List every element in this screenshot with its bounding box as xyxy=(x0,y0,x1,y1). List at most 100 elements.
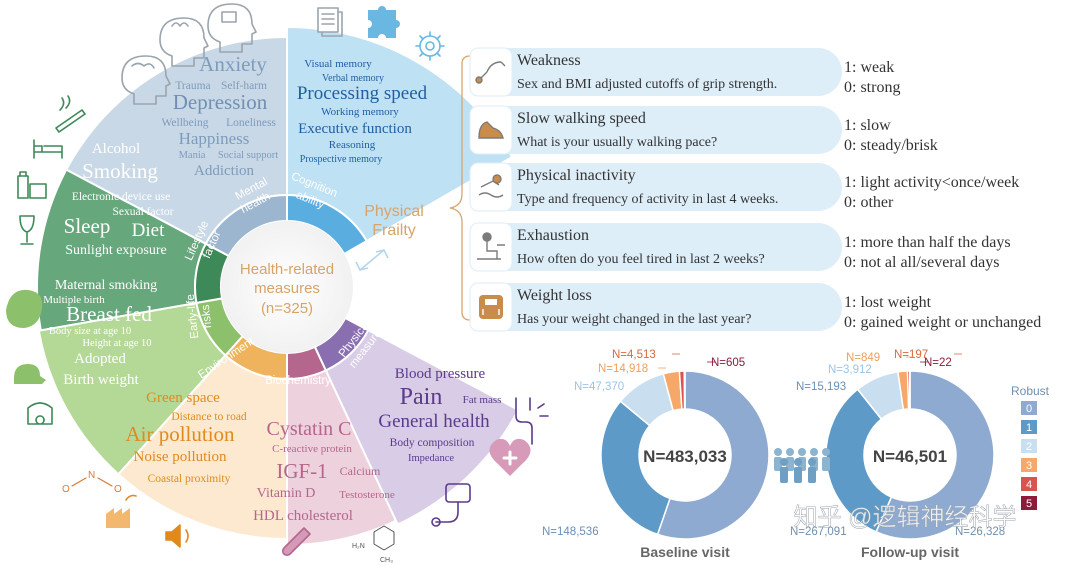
legend-label: 3 xyxy=(1026,460,1032,472)
item-sunlight-exposure: Sunlight exposure xyxy=(65,243,167,258)
item-general-health: General health xyxy=(378,411,490,432)
criterion-question: Sex and BMI adjusted cutoffs of grip str… xyxy=(517,77,777,92)
legend-swatch xyxy=(1021,401,1037,415)
criterion-pill xyxy=(470,283,842,331)
item-mania: Mania xyxy=(179,150,206,161)
category-biochemistry: Biochemistry xyxy=(265,375,331,387)
frailty-label-line2: Frailty xyxy=(372,222,416,239)
baby-icon xyxy=(6,289,43,328)
item-wellbeing: Wellbeing xyxy=(162,117,209,129)
donut-title: Baseline visit xyxy=(640,544,730,560)
criterion-icon-box xyxy=(469,47,513,97)
watermark: 知乎 @逻辑神经科学 xyxy=(793,504,1016,531)
legend-swatch xyxy=(1021,496,1037,510)
item-igf-1: IGF-1 xyxy=(276,459,327,483)
center-count: (n=325) xyxy=(261,300,313,317)
item-vitamin-d: Vitamin D xyxy=(257,486,316,501)
item-height-age-10: Height at age 10 xyxy=(82,338,151,349)
item-sleep: Sleep xyxy=(64,214,111,238)
speaker-icon xyxy=(165,524,189,548)
legend-label: 5 xyxy=(1026,498,1032,510)
criterion-pill xyxy=(470,163,842,211)
criterion-pill xyxy=(470,48,842,96)
legend-title: Robust xyxy=(1011,384,1050,398)
documents-icon xyxy=(317,7,343,37)
item-smoking: Smoking xyxy=(82,159,158,183)
creatinine-structure-icon: H₂N CH₃ xyxy=(352,525,395,564)
donut-slice-label: N=605 xyxy=(711,357,745,369)
criterion-row: Physical inactivity Type and frequency of… xyxy=(469,162,1019,212)
criterion-icon-box xyxy=(469,222,513,272)
food-icon xyxy=(17,171,47,199)
legend-swatch xyxy=(1021,420,1037,434)
item-distance-to-road: Distance to road xyxy=(171,411,247,423)
criterion-title: Physical inactivity xyxy=(517,167,636,184)
criterion-pill xyxy=(470,106,842,154)
item-alcohol: Alcohol xyxy=(92,141,140,157)
criterion-question: What is your usually walking pace? xyxy=(517,135,717,150)
criterion-code-1: 1: light activity<once/week xyxy=(844,174,1019,191)
item-noise-pollution: Noise pollution xyxy=(134,449,227,465)
item-loneliness: Loneliness xyxy=(226,117,276,129)
item-c-reactive-protein: C-reactive protein xyxy=(272,443,352,455)
item-breast-fed: Breast fed xyxy=(66,302,152,326)
donut-slice-label: N=197 xyxy=(894,349,928,361)
criterion-icon-box xyxy=(469,162,513,212)
item-cystatin-c: Cystatin C xyxy=(266,418,351,440)
legend-swatch xyxy=(1021,439,1037,453)
criterion-row: Weakness Sex and BMI adjusted cutoffs of … xyxy=(469,47,900,97)
donut-title: Follow-up visit xyxy=(861,544,959,560)
bed-icon xyxy=(33,139,63,159)
head-mind-icon xyxy=(207,3,257,53)
item-executive-function: Executive function xyxy=(298,121,412,137)
criterion-row: Weight loss Has your weight changed in th… xyxy=(469,282,1041,332)
item-impedance: Impedance xyxy=(408,453,454,464)
gear-icon xyxy=(415,31,445,61)
shoe-icon xyxy=(478,121,504,139)
donut-slice-label: N=47,370 xyxy=(574,381,624,393)
baby-scale-icon xyxy=(27,402,53,425)
item-diet: Diet xyxy=(132,220,165,241)
blood-pressure-meter-icon xyxy=(431,483,471,527)
criterion-code-1: 1: weak xyxy=(844,59,894,76)
donut-slice-label: N=849 xyxy=(846,352,880,364)
center-title-line2: measures xyxy=(254,280,320,297)
item-happiness: Happiness xyxy=(179,129,250,148)
criterion-title: Exhaustion xyxy=(517,227,589,244)
item-coastal-proximity: Coastal proximity xyxy=(148,473,231,485)
category-early-line2: risks xyxy=(200,304,214,329)
donut-slice-label: N=14,918 xyxy=(598,363,648,375)
double-arrow-icon xyxy=(355,249,389,271)
item-calcium: Calcium xyxy=(340,464,381,478)
item-anxiety: Anxiety xyxy=(199,52,267,76)
center-title-line1: Health-related xyxy=(240,261,334,278)
item-pain: Pain xyxy=(400,384,443,410)
criterion-row: Exhaustion How often do you feel tired in… xyxy=(469,222,1011,272)
item-testosterone: Testosterone xyxy=(339,489,395,501)
item-air-pollution: Air pollution xyxy=(125,422,235,446)
factory-icon xyxy=(106,494,137,528)
frailty-bracket xyxy=(449,55,471,321)
item-depression: Depression xyxy=(173,90,268,114)
puzzle-icon xyxy=(368,6,400,38)
item-trauma: Trauma xyxy=(175,80,210,92)
toddler-icon xyxy=(14,364,46,384)
swimmer-icon xyxy=(478,174,504,198)
wine-glass-icon xyxy=(19,215,35,245)
legend-swatch xyxy=(1021,458,1037,472)
crowd-icon xyxy=(774,448,830,483)
measures-wheel: Health-related measures (n=325) Mental h… xyxy=(36,25,520,547)
donut-slice-label: N=148,536 xyxy=(542,526,599,538)
donut-hole xyxy=(864,409,956,501)
criterion-code-0: 0: not al all/several days xyxy=(844,254,1000,271)
ring-cognition xyxy=(286,193,369,256)
item-reasoning: Reasoning xyxy=(329,139,376,151)
test-tube-icon xyxy=(281,527,311,557)
knee-joint-icon xyxy=(515,397,549,445)
svg-text:CH₃: CH₃ xyxy=(380,557,393,564)
item-processing-speed: Processing speed xyxy=(297,83,428,104)
scale-icon xyxy=(479,295,503,319)
svg-text:O: O xyxy=(114,484,122,495)
donut-slice-label: N=22 xyxy=(924,357,952,369)
criterion-question: Has your weight changed in the last year… xyxy=(517,312,751,327)
